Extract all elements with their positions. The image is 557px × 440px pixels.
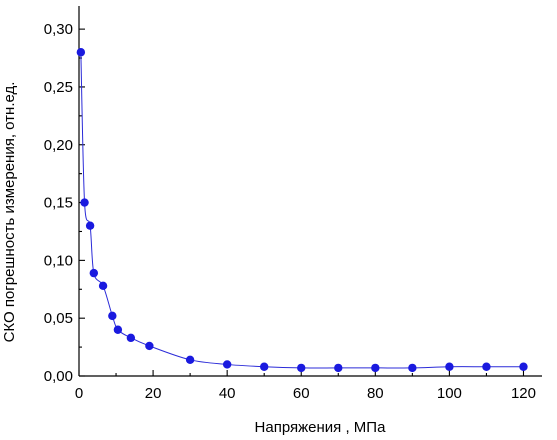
- data-point: [260, 362, 269, 371]
- y-tick-label: 0,00: [44, 368, 73, 385]
- axes: [78, 6, 542, 377]
- data-point: [222, 360, 232, 369]
- data-point: [408, 363, 417, 373]
- data-point: [76, 48, 86, 57]
- data-point: [89, 268, 99, 278]
- x-tick-label: 40: [219, 385, 236, 402]
- ticks: 0 20 40 60 80 100 120 0,00 0,05 0,10 0,15 0,20 0,25 0…: [44, 21, 536, 402]
- y-tick-label: 0,25: [44, 79, 73, 96]
- data-point: [297, 363, 306, 373]
- data-point: [145, 341, 154, 351]
- x-tick-label: 0: [75, 385, 83, 402]
- data-point: [85, 221, 95, 230]
- x-tick-label: 20: [145, 385, 162, 402]
- data-point: [482, 362, 491, 371]
- data-point: [113, 325, 123, 334]
- x-tick-label: 100: [437, 385, 462, 402]
- data-point: [334, 363, 343, 373]
- data-point: [98, 281, 108, 291]
- x-axis-label: Напряжения , МПа: [255, 419, 387, 436]
- data-point: [80, 198, 89, 207]
- data-point: [371, 363, 380, 373]
- plot-area: [76, 48, 528, 373]
- y-tick-label: 0,10: [44, 252, 73, 269]
- data-point: [185, 355, 195, 365]
- x-tick-label: 60: [293, 385, 310, 402]
- series-line: [80, 52, 524, 369]
- data-point: [108, 311, 117, 321]
- x-tick-label: 80: [367, 385, 384, 402]
- data-point: [126, 333, 136, 343]
- y-axis-label: СКО погрешность измерения, отн.ед.: [1, 82, 18, 343]
- x-tick-label: 120: [511, 385, 536, 402]
- y-tick-label: 0,30: [44, 21, 73, 38]
- data-point: [519, 362, 528, 371]
- y-tick-label: 0,15: [44, 195, 73, 212]
- y-tick-label: 0,20: [44, 137, 73, 154]
- y-tick-label: 0,05: [44, 310, 73, 327]
- data-point: [445, 362, 454, 371]
